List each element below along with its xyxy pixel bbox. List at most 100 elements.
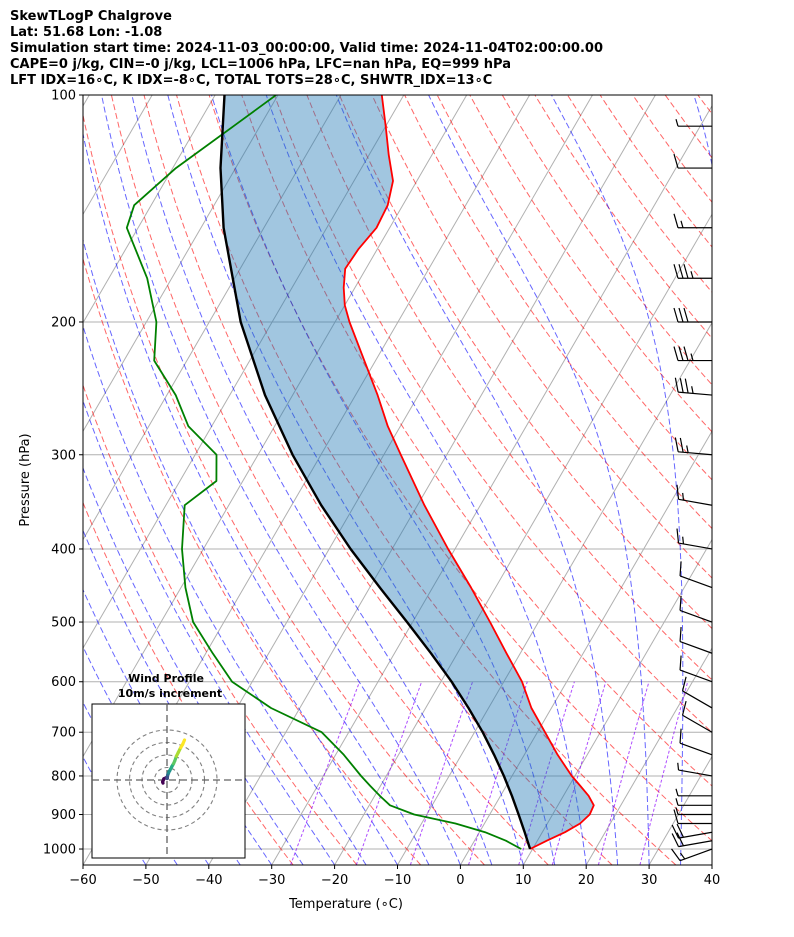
mixing-ratio-line [639, 681, 689, 865]
y-tick-label: 800 [51, 769, 76, 784]
isotherm-line [208, 95, 656, 865]
wind-barb-flag [678, 346, 684, 361]
dry-adiabat-line [371, 95, 712, 579]
moist-adiabat-line [83, 324, 367, 865]
wind-barb-flag [673, 153, 679, 169]
dry-adiabat-line [306, 95, 712, 681]
isotherm-line [585, 647, 712, 865]
wind-barb-staff [682, 714, 713, 733]
y-tick-label: 500 [51, 616, 76, 631]
wind-barb-staff [678, 542, 713, 550]
dry-adiabat-line [208, 95, 712, 842]
wind-barb-flag [679, 378, 684, 393]
wind-barbs [671, 119, 713, 862]
location-line: Lat: 51.68 Lon: -1.08 [10, 25, 163, 40]
wind-barb-staff [678, 831, 713, 839]
dry-adiabat-line [143, 95, 613, 865]
wind-barb-staff [679, 641, 713, 654]
isotherm-line [459, 430, 712, 865]
mixing-ratio-line [518, 681, 575, 865]
mixing-ratio-line [597, 681, 650, 865]
mixing-ratio-line [409, 681, 474, 865]
x-tick-label: −30 [258, 873, 285, 888]
wind-barb-flag [673, 213, 679, 228]
dry-adiabat-line [83, 112, 485, 865]
cape-cin-shading [221, 95, 593, 849]
isotherm-line [522, 538, 712, 865]
wind-barb-half-flag [682, 536, 685, 544]
wind-barb-staff [678, 391, 713, 396]
wind-barb-half-flag [690, 353, 694, 361]
y-tick-label: 1000 [43, 843, 76, 858]
wind-barb-staff [678, 451, 713, 456]
dry-adiabat-line [110, 95, 549, 865]
wind-barb-flag [671, 848, 681, 862]
wind-barb-flag [679, 728, 682, 744]
y-tick-label: 400 [51, 542, 76, 557]
dry-adiabat-line [83, 257, 422, 865]
wind-barb-flag [674, 437, 679, 452]
isotherm-line [83, 95, 279, 433]
wind-barb-staff [682, 690, 713, 709]
wind-barb-flag [671, 833, 680, 847]
wind-barb-half-flag [680, 220, 684, 228]
dewpoint-line [125, 95, 522, 850]
moist-adiabat-line [83, 131, 430, 865]
parcel-profile-line [219, 95, 532, 850]
hodograph-inset: Wind Profile 10m/s increment [91, 672, 246, 859]
moist-adiabat-line [265, 95, 587, 865]
mixing-ratio-line [468, 681, 528, 865]
wind-barb-half-flag [691, 386, 694, 394]
y-axis-title: Pressure (hPa) [18, 433, 33, 526]
hodograph-subtitle: 10m/s increment [118, 687, 222, 700]
mixing-ratio-line [355, 681, 423, 865]
y-tick-label: 600 [51, 675, 76, 690]
hodograph-title: Wind Profile [128, 672, 204, 685]
x-tick-label: −10 [384, 873, 411, 888]
moist-adiabat-line [83, 466, 304, 865]
wind-barb-flag [679, 437, 684, 453]
wind-barb-flag [676, 528, 680, 544]
wind-barb-flag [679, 561, 682, 576]
hodograph-frame [91, 703, 246, 859]
temperature-line [342, 95, 595, 850]
dry-adiabat-line [404, 95, 712, 530]
x-tick-label: −50 [132, 873, 159, 888]
dry-adiabat-line [83, 501, 294, 865]
wind-barb-staff [679, 669, 713, 683]
time-line: Simulation start time: 2024-11-03_00:00:… [10, 41, 603, 56]
wind-barb-half-flag [675, 807, 679, 815]
wind-barb-staff [679, 575, 713, 589]
index-line: LFT IDX=16∘C, K IDX=-8∘C, TOTAL TOTS=28∘… [10, 73, 493, 88]
wind-barb-half-flag [677, 762, 680, 771]
dry-adiabat-line [176, 95, 677, 865]
wind-barb-staff [679, 848, 713, 862]
wind-barb-flag [676, 823, 684, 838]
y-tick-label: 300 [51, 448, 76, 463]
y-tick-label: 200 [51, 315, 76, 330]
wind-barb-staff [679, 742, 713, 756]
x-tick-label: 30 [641, 873, 658, 888]
wind-barb-half-flag [675, 788, 679, 796]
hodograph-content [92, 704, 245, 858]
isotherm-line [271, 104, 712, 865]
moist-adiabat-line [131, 95, 493, 865]
wind-barb-staff [679, 609, 713, 623]
hodograph-ring [153, 766, 181, 794]
x-tick-label: 40 [704, 873, 721, 888]
moist-adiabat-line [335, 95, 619, 865]
y-tick-label: 900 [51, 808, 76, 823]
isotherm-line [334, 213, 712, 865]
profile-lines [125, 95, 595, 850]
dry-adiabat-line [436, 95, 712, 481]
wind-barb-staff [678, 498, 713, 506]
x-tick-label: −60 [69, 873, 96, 888]
mixing-ratio-line [551, 681, 607, 865]
wind-barb-half-flag [690, 271, 694, 279]
wind-barb-flag [676, 832, 684, 847]
wind-barb-flag [679, 627, 682, 642]
isotherm-line [83, 95, 342, 541]
wind-barb-staff [678, 769, 713, 777]
x-tick-label: 0 [456, 873, 464, 888]
